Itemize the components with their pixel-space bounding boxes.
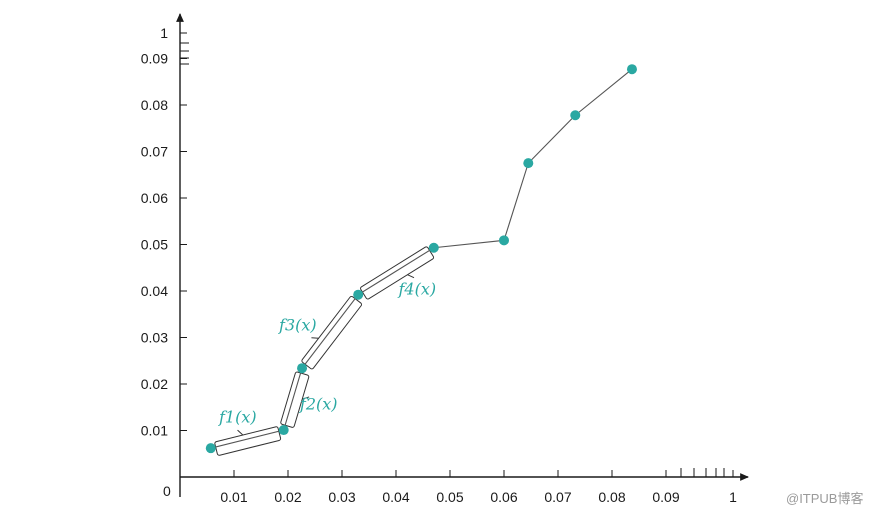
bracket-pointer (302, 396, 310, 400)
y-tick-label: 0.08 (141, 97, 168, 113)
data-point (205, 443, 216, 454)
y-tick-label: 0.09 (141, 51, 168, 67)
bracket-pointer (311, 337, 319, 339)
bracket-pointer (407, 274, 415, 279)
segment-bracket (360, 246, 435, 300)
x-tick-label: 0.08 (598, 489, 625, 505)
y-tick-label: 0.06 (141, 190, 168, 206)
origin-label: 0 (163, 483, 171, 499)
x-tick-label: 0.03 (328, 489, 355, 505)
axes: 0 (163, 13, 749, 499)
y-tick-label: 0.05 (141, 237, 168, 253)
data-point (278, 425, 289, 436)
x-tick-label: 1 (729, 489, 737, 505)
segment-bracket (214, 426, 282, 456)
x-tick-label: 0.07 (544, 489, 571, 505)
data-point (428, 242, 439, 253)
series-line (210, 68, 633, 449)
annotation-labels: f1(x) f2(x) f3(x) f4(x) (218, 280, 436, 427)
bracket-box (214, 426, 282, 456)
x-tick-label: 0.09 (652, 489, 679, 505)
axis-ticks: 0.01 0.02 0.03 0.04 0.05 0.06 0.07 0.08 0.09 1 0.0… (141, 25, 737, 505)
y-tick-label: 1 (160, 25, 168, 41)
bracket-pointer (237, 429, 244, 436)
x-tick-label: 0.04 (382, 489, 409, 505)
x-tick-label: 0.05 (436, 489, 463, 505)
bracket-box (301, 295, 363, 370)
series-line-path (210, 68, 633, 449)
data-point (353, 289, 364, 300)
bracket-box (360, 246, 435, 300)
segment-bracket (301, 295, 363, 370)
data-point (523, 158, 534, 169)
data-point (499, 235, 509, 246)
data-point (626, 64, 637, 75)
data-point (297, 363, 308, 374)
x-tick-label: 0.01 (220, 489, 247, 505)
y-tick-label: 0.03 (141, 330, 168, 346)
segment-brackets (214, 246, 435, 456)
segment-label: f1(x) (218, 408, 257, 427)
data-points (205, 64, 637, 454)
segment-bracket (280, 371, 310, 428)
segment-label: f2(x) (299, 394, 338, 413)
data-point (570, 110, 581, 121)
watermark: @ITPUB博客 (786, 491, 863, 506)
y-tick-label: 0.01 (141, 423, 168, 439)
segment-label: f4(x) (397, 280, 436, 299)
x-tick-label: 0.06 (490, 489, 517, 505)
x-tick-label: 0.02 (274, 489, 301, 505)
y-tick-label: 0.02 (141, 376, 168, 392)
bracket-box (280, 371, 310, 428)
y-tick-label: 0.07 (141, 144, 168, 160)
segment-label: f3(x) (278, 315, 317, 334)
y-tick-label: 0.04 (141, 283, 168, 299)
